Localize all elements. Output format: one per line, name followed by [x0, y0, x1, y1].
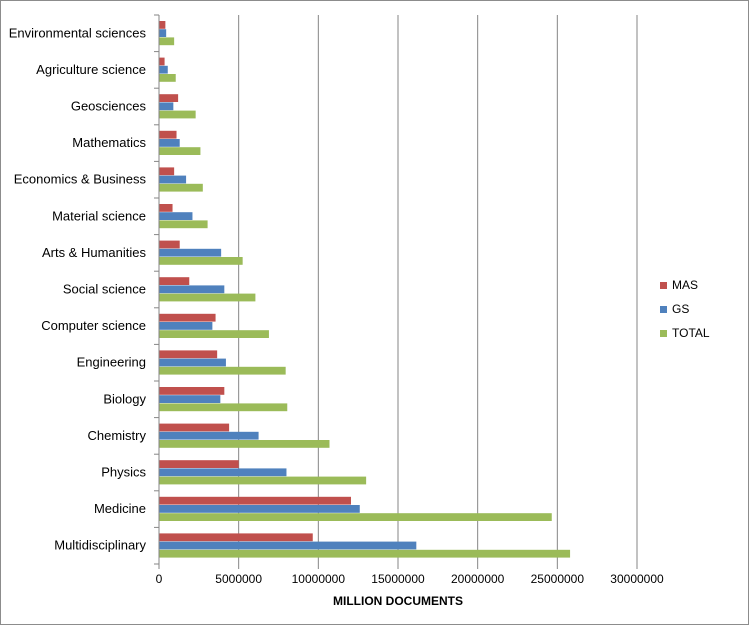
category-label: Physics	[101, 465, 146, 480]
bar-total	[159, 74, 176, 82]
legend-swatch-gs	[660, 306, 667, 313]
bar-mas	[159, 130, 177, 139]
x-tick-label: 10000000	[292, 572, 346, 586]
legend-label: MAS	[672, 278, 698, 292]
bar-total	[159, 220, 208, 229]
category-label: Multidisciplinary	[54, 538, 146, 553]
x-tick-label: 30000000	[610, 572, 664, 586]
bar-total	[159, 513, 552, 521]
category-label: Computer science	[41, 318, 146, 333]
bar-total	[159, 293, 256, 302]
category-label: Engineering	[77, 355, 146, 370]
bar-gs	[159, 358, 226, 367]
bar-gs	[159, 175, 187, 184]
x-tick-labels: 0 5000000 10000000 15000000 20000000 25000000…	[156, 572, 664, 586]
x-tick-label: 20000000	[451, 572, 505, 586]
category-label: Arts & Humanities	[42, 245, 147, 260]
bars	[159, 21, 571, 558]
category-label: Geosciences	[71, 99, 147, 114]
bar-gs	[159, 248, 222, 257]
category-label: Agriculture science	[36, 62, 146, 77]
bar-gs	[159, 139, 180, 147]
x-tick-label: 0	[156, 572, 163, 586]
bar-mas	[159, 240, 180, 249]
bar-total	[159, 147, 201, 155]
x-tick-label: 5000000	[215, 572, 262, 586]
bar-total	[159, 440, 330, 448]
bar-mas	[159, 496, 351, 505]
bar-mas	[159, 350, 218, 359]
bar-mas	[159, 204, 173, 212]
bar-mas	[159, 460, 239, 468]
bar-gs	[159, 322, 213, 330]
bar-gs	[159, 395, 221, 403]
bar-gs	[159, 541, 417, 550]
axes	[154, 14, 638, 569]
bar-mas	[159, 57, 165, 66]
bar-gs	[159, 102, 174, 111]
x-axis-title: MILLION DOCUMENTS	[333, 594, 463, 608]
category-label: Economics & Business	[14, 172, 147, 187]
bar-mas	[159, 387, 225, 395]
bar-mas	[159, 94, 179, 102]
bar-gs	[159, 505, 360, 513]
category-label: Chemistry	[87, 428, 146, 443]
legend-swatch-total	[660, 330, 667, 337]
category-label: Social science	[63, 282, 146, 297]
legend-label: GS	[672, 302, 689, 316]
legend-swatch-mas	[660, 282, 667, 289]
bar-gs	[159, 29, 167, 37]
bar-total	[159, 37, 175, 46]
bar-gs	[159, 285, 225, 294]
category-label: Mathematics	[72, 135, 146, 150]
x-tick-label: 25000000	[531, 572, 585, 586]
bar-mas	[159, 167, 175, 176]
bar-gs	[159, 65, 168, 74]
category-label: Medicine	[94, 501, 146, 516]
x-tick-label: 15000000	[371, 572, 425, 586]
legend: MAS GS TOTAL	[660, 278, 710, 340]
bar-mas	[159, 21, 166, 29]
bar-mas	[159, 277, 190, 285]
bar-total	[159, 366, 286, 375]
category-labels: Environmental sciences Agriculture scienc…	[9, 25, 147, 552]
bar-mas	[159, 423, 230, 432]
bar-total	[159, 257, 243, 265]
bar-total	[159, 476, 367, 485]
bar-gs	[159, 431, 259, 440]
bar-mas	[159, 313, 216, 322]
category-label: Material science	[52, 208, 146, 223]
bar-total	[159, 330, 269, 338]
bar-gs	[159, 468, 287, 477]
legend-label: TOTAL	[672, 326, 710, 340]
bar-mas	[159, 533, 313, 542]
category-label: Environmental sciences	[9, 25, 147, 40]
category-label: Biology	[103, 391, 146, 406]
bar-gs	[159, 212, 193, 220]
bar-total	[159, 549, 571, 558]
bar-total	[159, 183, 203, 192]
bar-total	[159, 403, 288, 412]
bar-total	[159, 110, 196, 119]
